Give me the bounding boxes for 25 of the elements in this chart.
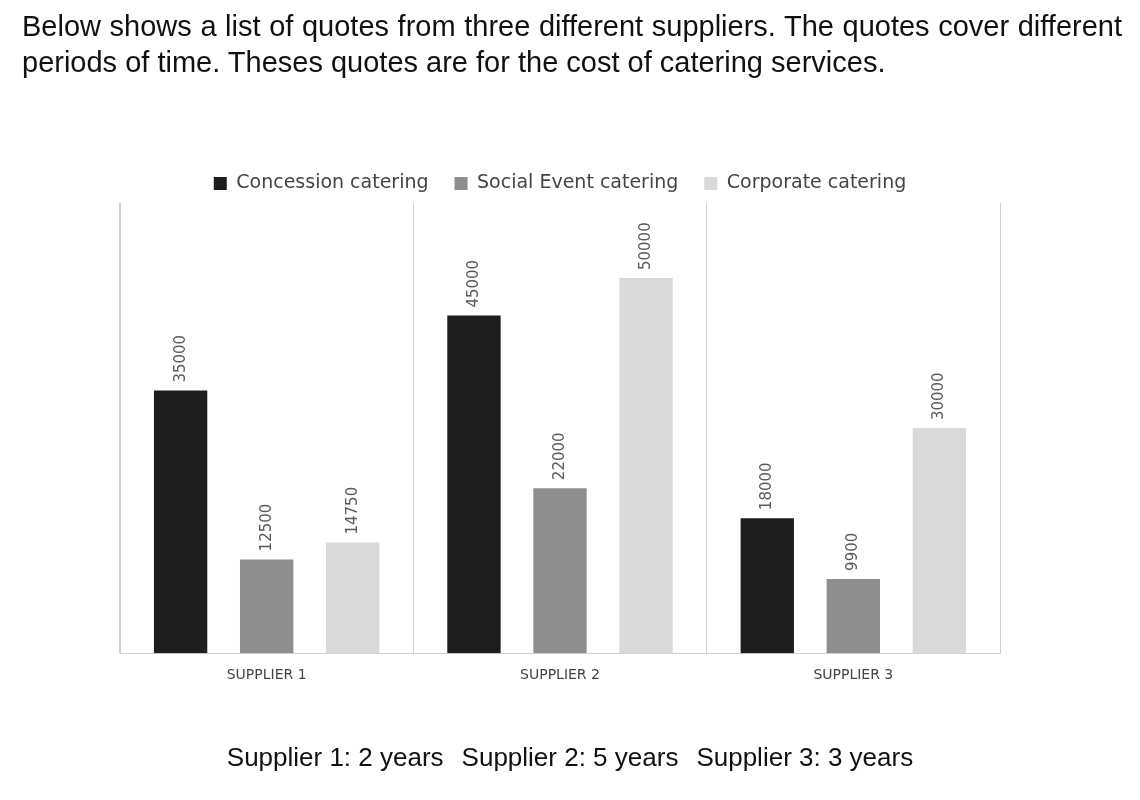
bar bbox=[447, 315, 501, 654]
bar bbox=[740, 518, 794, 654]
data-label: 12500 bbox=[256, 503, 275, 552]
x-tick-label: SUPPLIER 1 bbox=[226, 666, 307, 683]
x-tick-label: SUPPLIER 2 bbox=[520, 666, 600, 683]
legend-label: Corporate catering bbox=[726, 170, 907, 193]
data-label: 50000 bbox=[635, 222, 654, 271]
data-label: 9900 bbox=[843, 532, 862, 571]
bar bbox=[533, 488, 587, 654]
chart-title: Below shows a list of quotes from three different suppliers. The quotes cover different periods of time. Theses quotes are for the cost of catering services. bbox=[22, 9, 1122, 80]
data-label: 18000 bbox=[757, 462, 776, 511]
legend-label: Concession catering bbox=[236, 170, 429, 193]
text: Supplier 2: 5 years bbox=[461, 742, 679, 772]
data-label: 30000 bbox=[929, 372, 948, 421]
text: Supplier 1: 2 years bbox=[226, 742, 444, 772]
bar bbox=[239, 559, 294, 654]
data-label: 22000 bbox=[549, 432, 568, 481]
legend-label: Social Event catering bbox=[477, 170, 679, 193]
data-label: 45000 bbox=[463, 259, 482, 308]
data-label: 14750 bbox=[342, 486, 361, 535]
data-label: 35000 bbox=[170, 334, 189, 383]
x-tick-label: SUPPLIER 3 bbox=[813, 666, 894, 683]
text: Supplier 3: 3 years bbox=[696, 742, 914, 772]
bar bbox=[153, 390, 208, 654]
bar bbox=[826, 578, 881, 654]
